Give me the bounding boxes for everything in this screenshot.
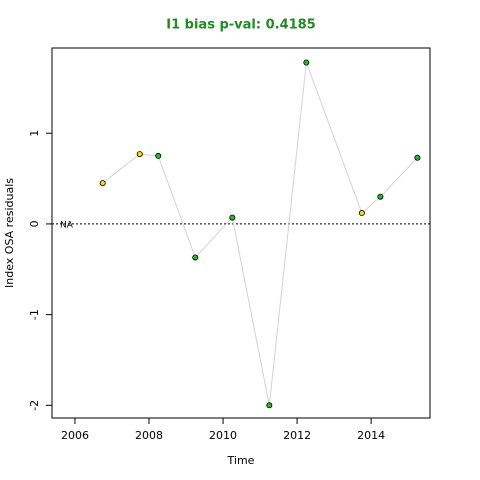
- x-tick-label: 2008: [135, 429, 163, 442]
- x-axis-label: Time: [227, 454, 255, 467]
- y-tick-label: 1: [28, 130, 41, 137]
- chart-title: I1 bias p-val: 0.4185: [166, 18, 316, 33]
- x-tick-label: 2010: [209, 429, 237, 442]
- y-tick-label: 0: [28, 220, 41, 227]
- data-point: [229, 214, 236, 221]
- data-point: [266, 402, 273, 409]
- data-point: [358, 210, 365, 217]
- data-point: [99, 180, 106, 187]
- data-point: [192, 254, 199, 261]
- plot-frame: [51, 47, 431, 419]
- x-tick-label: 2014: [357, 429, 385, 442]
- y-tick-label: -2: [28, 400, 41, 411]
- data-point: [377, 193, 384, 200]
- annotation: NA: [60, 220, 74, 230]
- data-point: [136, 151, 143, 158]
- series-line: [102, 62, 418, 406]
- data-point: [414, 154, 421, 161]
- y-tick-label: -1: [28, 309, 41, 320]
- data-point: [303, 59, 310, 66]
- x-tick-label: 2012: [283, 429, 311, 442]
- data-point: [155, 152, 162, 159]
- y-axis-label: Index OSA residuals: [3, 178, 16, 288]
- x-tick-label: 2006: [61, 429, 89, 442]
